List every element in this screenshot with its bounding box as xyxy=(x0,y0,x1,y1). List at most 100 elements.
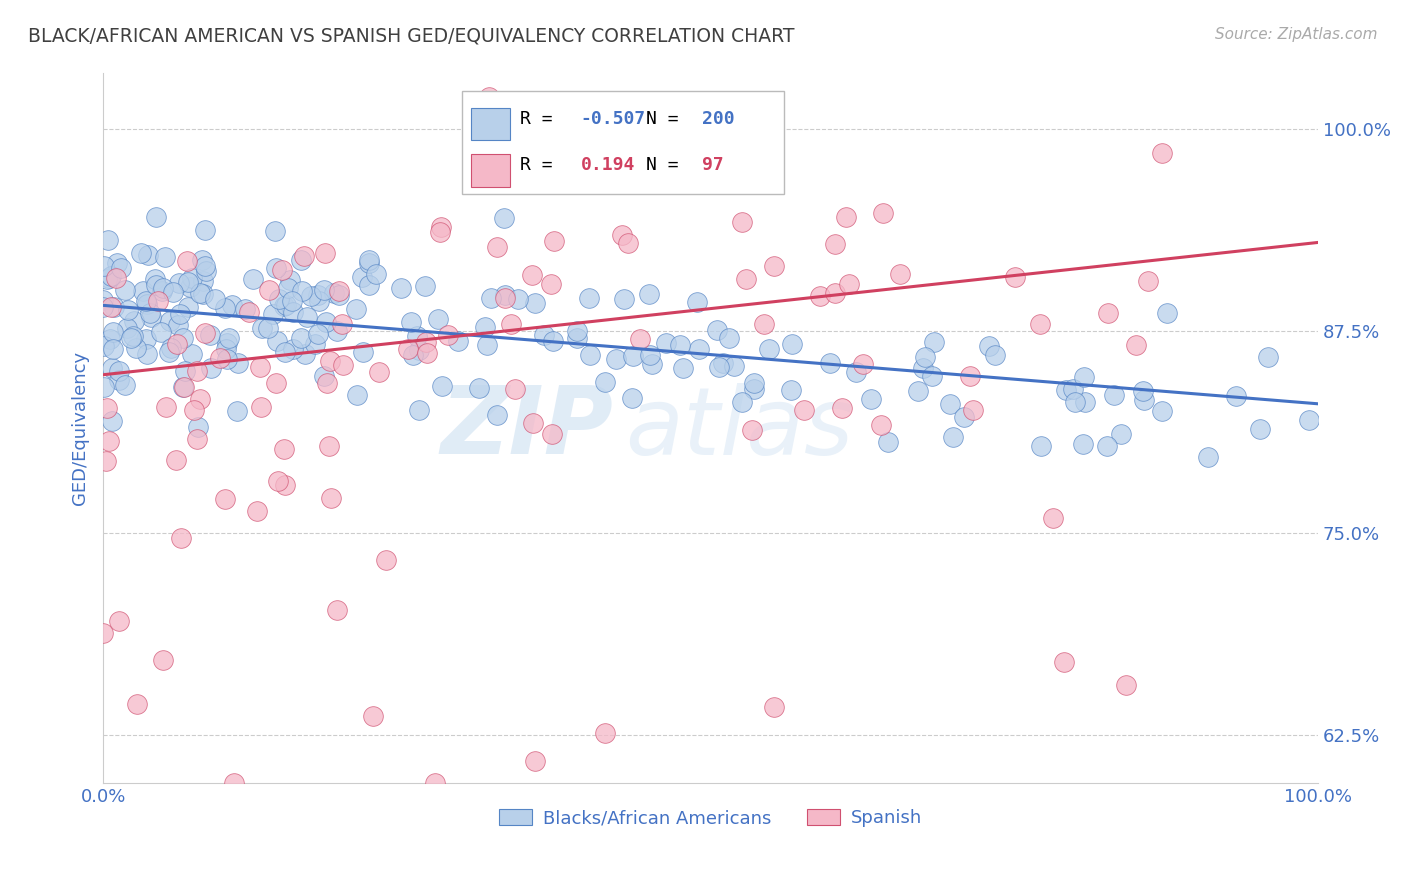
Point xyxy=(1062,382,1084,396)
Point xyxy=(217,351,239,366)
Point xyxy=(415,334,437,349)
Point xyxy=(264,376,287,390)
Point xyxy=(246,504,269,518)
Point xyxy=(143,271,166,285)
Point xyxy=(249,359,271,374)
Point xyxy=(962,402,984,417)
Point xyxy=(186,364,208,378)
Point xyxy=(1133,393,1156,408)
Legend: Blacks/African Americans, Spanish: Blacks/African Americans, Spanish xyxy=(492,802,929,834)
Point xyxy=(281,304,304,318)
Point xyxy=(686,295,709,310)
Point xyxy=(430,379,453,393)
Point xyxy=(346,387,368,401)
Point xyxy=(485,408,508,422)
Point xyxy=(523,296,546,310)
Point xyxy=(711,355,734,369)
Point xyxy=(181,346,204,360)
Point xyxy=(308,294,330,309)
Point xyxy=(145,211,167,225)
Point xyxy=(96,272,118,286)
Point xyxy=(1132,384,1154,399)
Point xyxy=(1257,350,1279,364)
Point xyxy=(357,278,380,293)
Point xyxy=(367,365,389,379)
Point xyxy=(233,301,256,316)
Point xyxy=(405,329,427,343)
FancyBboxPatch shape xyxy=(471,108,510,140)
Point xyxy=(654,336,676,351)
Point xyxy=(264,224,287,238)
Point xyxy=(793,403,815,417)
Point xyxy=(1071,436,1094,450)
Point xyxy=(669,337,692,351)
Point xyxy=(314,369,336,384)
Point xyxy=(290,253,312,268)
Point xyxy=(325,324,347,338)
Point xyxy=(427,312,450,326)
Point xyxy=(131,245,153,260)
Point xyxy=(166,318,188,332)
Text: ZIP: ZIP xyxy=(440,382,613,474)
Point xyxy=(138,248,160,262)
Point xyxy=(877,434,900,449)
Point xyxy=(540,277,562,291)
Point xyxy=(125,697,148,711)
Point xyxy=(91,625,114,640)
Point xyxy=(132,284,155,298)
Point xyxy=(413,278,436,293)
Point xyxy=(93,380,115,394)
Point xyxy=(274,344,297,359)
Point xyxy=(565,331,588,345)
Point xyxy=(93,259,115,273)
Point xyxy=(277,281,299,295)
Point xyxy=(859,392,882,406)
Point xyxy=(907,384,929,398)
Point xyxy=(93,300,115,314)
Point xyxy=(273,299,295,313)
Point xyxy=(135,297,157,311)
Point xyxy=(520,268,543,282)
Point xyxy=(177,275,200,289)
Point xyxy=(808,289,831,303)
Point xyxy=(101,414,124,428)
Point xyxy=(314,246,336,260)
Point xyxy=(270,262,292,277)
Point xyxy=(194,326,217,340)
Point xyxy=(173,380,195,394)
Point xyxy=(167,277,190,291)
Point xyxy=(174,364,197,378)
Point xyxy=(114,283,136,297)
Point xyxy=(1197,450,1219,464)
Point xyxy=(194,259,217,273)
Point xyxy=(723,359,745,373)
Point xyxy=(983,348,1005,362)
Point xyxy=(1125,338,1147,352)
Point xyxy=(1115,678,1137,692)
Point xyxy=(593,375,616,389)
Point xyxy=(179,279,201,293)
Point xyxy=(638,348,661,362)
Point xyxy=(741,423,763,437)
Point xyxy=(330,317,353,331)
Point xyxy=(1073,370,1095,384)
Point xyxy=(430,220,453,235)
Point xyxy=(139,310,162,324)
Point xyxy=(942,430,965,444)
Point xyxy=(1249,422,1271,436)
Point xyxy=(922,334,945,349)
Point xyxy=(731,215,754,229)
Point xyxy=(152,653,174,667)
Point xyxy=(177,300,200,314)
Point xyxy=(359,253,381,268)
Point xyxy=(262,307,284,321)
Point xyxy=(315,315,337,329)
Text: R =: R = xyxy=(520,156,564,174)
Point xyxy=(707,359,730,374)
Point xyxy=(318,439,340,453)
Point xyxy=(543,234,565,248)
Text: 97: 97 xyxy=(702,156,724,174)
Point xyxy=(1095,439,1118,453)
Point xyxy=(872,206,894,220)
Point xyxy=(281,294,304,309)
